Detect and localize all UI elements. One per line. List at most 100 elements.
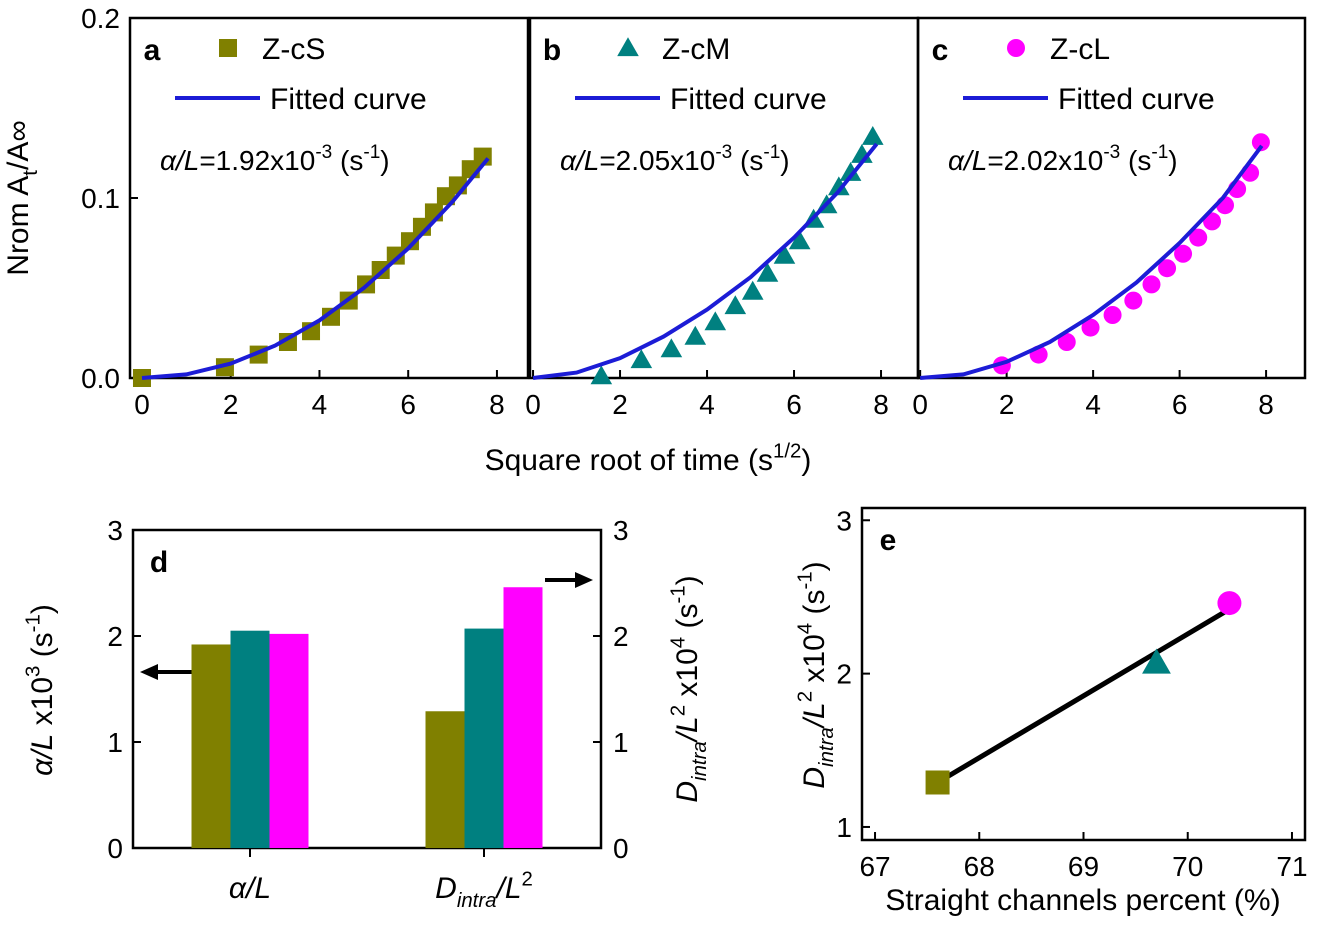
text-part: /L bbox=[798, 702, 831, 729]
fit-line bbox=[936, 607, 1231, 785]
marker bbox=[1057, 333, 1076, 351]
plot-frame bbox=[528, 16, 920, 380]
text-part: (s bbox=[671, 604, 704, 637]
arrow-left-head bbox=[140, 664, 158, 680]
y-axis-label: α/L x103 (s-1) bbox=[22, 604, 59, 776]
text-part: -3 bbox=[315, 142, 332, 163]
text-part: ) bbox=[671, 575, 704, 585]
marker bbox=[741, 280, 764, 300]
bar bbox=[464, 628, 504, 848]
legend-marker bbox=[1007, 39, 1025, 57]
bar bbox=[230, 630, 270, 848]
x-tick-label: 0 bbox=[134, 389, 150, 420]
marker bbox=[925, 770, 950, 795]
marker bbox=[828, 176, 850, 196]
annotation: α/L=1.92x10-3 (s-1) bbox=[160, 142, 390, 176]
marker bbox=[590, 365, 613, 385]
fit-line bbox=[141, 157, 490, 380]
legend-label: Fitted curve bbox=[670, 83, 827, 116]
y-axis-label: Nrom At/A∞ bbox=[2, 120, 42, 275]
text-part: D bbox=[435, 872, 457, 905]
arrows bbox=[140, 572, 593, 680]
x-tick-label: 6 bbox=[786, 389, 802, 420]
text-part: =1.92x10 bbox=[199, 145, 315, 176]
text-part: α/L bbox=[26, 734, 59, 776]
panel-label: d bbox=[150, 546, 168, 579]
text-part: α/L bbox=[560, 145, 599, 176]
x-tick-label: 0 bbox=[912, 389, 928, 420]
y2-tick-label: 3 bbox=[613, 515, 629, 546]
text-part: 1/2 bbox=[773, 440, 801, 462]
marker bbox=[1189, 228, 1208, 247]
text-part: (s bbox=[798, 590, 831, 623]
x-tick-label: 68 bbox=[964, 851, 995, 882]
x-tick-label: 2 bbox=[223, 389, 239, 420]
text-part: -1 bbox=[363, 142, 380, 163]
plot-frame bbox=[916, 16, 1307, 380]
y-axis-label: Dintra/L2 x104 (s-1) bbox=[794, 561, 838, 788]
marker bbox=[400, 232, 419, 251]
x-axis-label: Straight channels percent (%) bbox=[885, 884, 1280, 917]
marker bbox=[1217, 591, 1242, 616]
text-part: ) bbox=[801, 444, 811, 477]
text-part: -3 bbox=[715, 142, 732, 163]
x-tick-label: 4 bbox=[1085, 389, 1101, 420]
text-part: ) bbox=[26, 604, 59, 614]
y2-tick-label: 0 bbox=[613, 833, 629, 864]
text-part: α/L bbox=[948, 145, 987, 176]
text-part: /L bbox=[494, 872, 521, 905]
marker bbox=[630, 349, 653, 369]
marker bbox=[1174, 244, 1193, 263]
text-part: (s bbox=[332, 145, 363, 176]
text-part: x10 bbox=[671, 648, 704, 705]
text-part: D bbox=[798, 767, 831, 789]
marker bbox=[1124, 291, 1143, 310]
legend-label: Z-cS bbox=[262, 33, 325, 66]
text-part: /A∞ bbox=[2, 120, 35, 170]
marker bbox=[724, 295, 747, 315]
marker bbox=[1081, 318, 1100, 337]
plot-frame bbox=[131, 528, 603, 850]
x-tick-label: 70 bbox=[1172, 851, 1203, 882]
x-tick-label: 4 bbox=[312, 389, 328, 420]
y-tick-label: 2 bbox=[836, 659, 852, 690]
y-tick-label: 0 bbox=[107, 833, 123, 864]
panel-label: a bbox=[144, 34, 161, 67]
text-part: -3 bbox=[1103, 142, 1120, 163]
marker bbox=[1216, 196, 1235, 215]
x-tick-label: 6 bbox=[400, 389, 416, 420]
y-tick-label: 3 bbox=[107, 515, 123, 546]
marker bbox=[756, 262, 779, 282]
bar bbox=[425, 711, 465, 848]
text-part: intra bbox=[689, 741, 711, 781]
text-part: (s bbox=[1120, 145, 1151, 176]
x-tick-label: 0 bbox=[525, 389, 541, 420]
panel-label: c bbox=[932, 34, 949, 67]
y2-tick-label: 1 bbox=[613, 727, 629, 758]
text-part: =2.02x10 bbox=[987, 145, 1103, 176]
bar bbox=[191, 644, 231, 848]
text-part: -1 bbox=[763, 142, 780, 163]
x-tick-label: 8 bbox=[1258, 389, 1274, 420]
bar bbox=[503, 587, 543, 848]
marker bbox=[684, 325, 707, 345]
x-tick-label: 67 bbox=[859, 851, 890, 882]
annotation: α/L=2.05x10-3 (s-1) bbox=[560, 142, 790, 176]
legend-label: Fitted curve bbox=[270, 83, 427, 116]
text-part: -1 bbox=[667, 585, 689, 603]
x-category-label: Dintra/L2 bbox=[435, 868, 533, 912]
legend-label: Z-cL bbox=[1050, 33, 1110, 66]
marker bbox=[1158, 259, 1177, 278]
marker bbox=[1251, 133, 1270, 152]
text-part: /L bbox=[671, 716, 704, 743]
text-part: α/L bbox=[229, 872, 271, 905]
x-tick-label: 8 bbox=[489, 389, 505, 420]
text-part: Square root of time (s bbox=[485, 444, 773, 477]
text-part: ) bbox=[380, 145, 389, 176]
x-tick-label: 4 bbox=[699, 389, 715, 420]
text-part: intra bbox=[457, 890, 497, 912]
text-part: 2 bbox=[794, 691, 816, 702]
marker bbox=[839, 162, 862, 181]
legend-marker bbox=[219, 39, 237, 57]
marker bbox=[1142, 275, 1161, 294]
